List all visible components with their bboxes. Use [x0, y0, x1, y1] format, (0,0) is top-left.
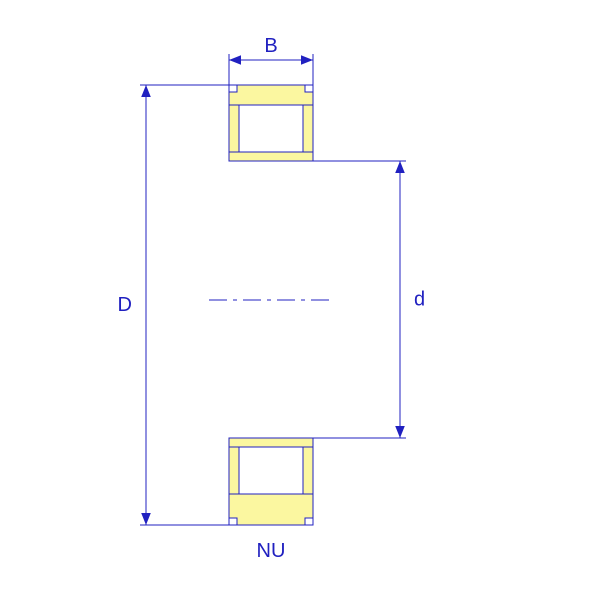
diagram-svg: B Dd NU [0, 0, 600, 600]
svg-text:B: B [264, 35, 277, 57]
svg-text:D: D [118, 294, 132, 316]
bearing-type-label: NU [257, 540, 286, 562]
bearing-diagram: B Dd NU [0, 0, 600, 600]
svg-text:d: d [414, 289, 425, 311]
